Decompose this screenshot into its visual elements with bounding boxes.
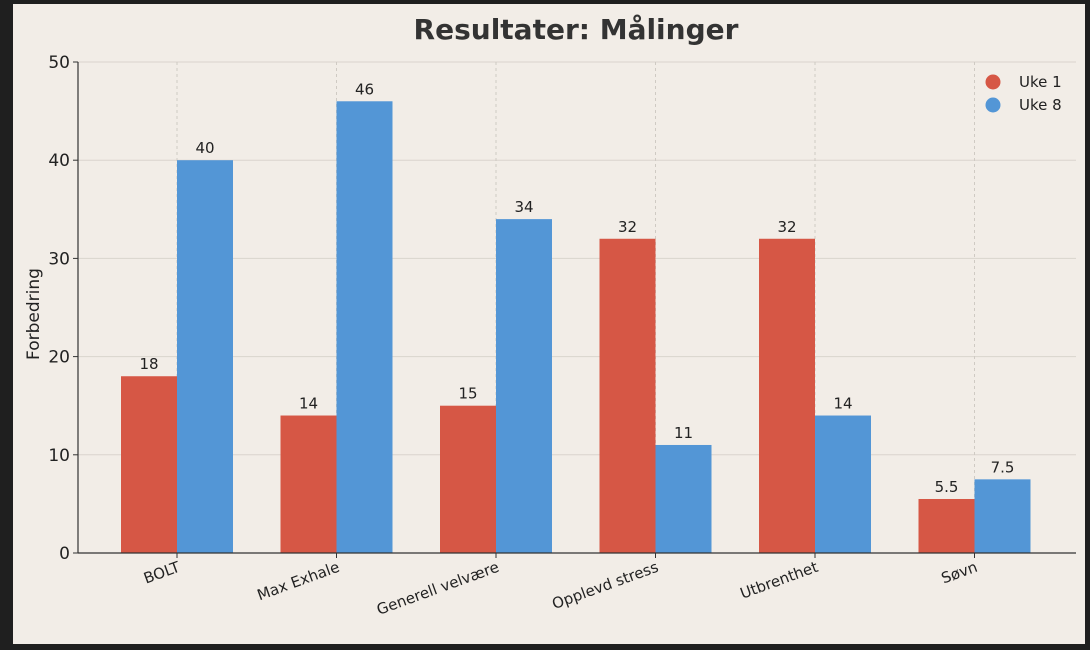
legend-marker	[985, 97, 1001, 113]
bars	[121, 101, 1031, 553]
axes	[73, 61, 1076, 558]
x-tick-label: Søvn	[939, 558, 980, 588]
legend-marker	[985, 74, 1001, 90]
y-tick-label: 0	[59, 544, 70, 564]
bar-uke1	[759, 238, 815, 553]
y-tick-label: 50	[48, 53, 70, 73]
bar-uke1	[599, 238, 656, 553]
value-label: 18	[139, 355, 158, 373]
value-label: 34	[514, 198, 533, 216]
bar-uke1	[918, 498, 975, 553]
bar-chart: Resultater: Målinger Forbedring 18 14 15 32…	[24, 13, 1076, 619]
y-axis-label: Forbedring	[24, 268, 44, 360]
bar-uke8	[974, 479, 1031, 553]
bar-uke8	[177, 160, 233, 553]
legend-label: Uke 8	[1019, 96, 1062, 114]
bar-uke8	[655, 444, 712, 553]
value-label: 14	[833, 395, 852, 413]
bar-uke8	[815, 415, 871, 553]
bar-uke8	[336, 101, 393, 553]
x-tick-label: BOLT	[141, 558, 183, 588]
value-label: 32	[618, 218, 637, 236]
bar-uke1	[280, 415, 337, 553]
bar-uke8	[496, 219, 552, 553]
x-tick-label: Utbrenthet	[738, 558, 821, 603]
x-tick-label: Opplevd stress	[550, 558, 661, 613]
value-label: 46	[355, 80, 374, 98]
y-tick-label: 30	[48, 249, 70, 269]
legend: Uke 1 Uke 8	[985, 73, 1062, 114]
value-label: 14	[299, 395, 318, 413]
chart-frame: Resultater: Målinger Forbedring 18 14 15 32…	[13, 4, 1085, 644]
value-labels: 18 14 15 32 32 5.5 40 46 34 11 14 7.5	[139, 80, 1014, 496]
y-tick-label: 40	[48, 151, 70, 171]
x-tick-label: Generell velvære	[374, 558, 501, 619]
value-label: 7.5	[991, 458, 1015, 476]
bar-uke1	[121, 376, 177, 553]
value-label: 32	[777, 218, 796, 236]
chart-title: Resultater: Målinger	[414, 13, 739, 46]
x-tick-label: Max Exhale	[255, 558, 342, 604]
value-label: 15	[458, 385, 477, 403]
value-label: 11	[674, 424, 693, 442]
value-label: 40	[195, 139, 214, 157]
y-tick-label: 10	[48, 446, 70, 466]
y-tick-labels: 0 10 20 30 40 50	[48, 53, 70, 564]
x-tick-labels: BOLT Max Exhale Generell velvære Opplevd st…	[141, 558, 980, 619]
bar-uke1	[440, 405, 496, 553]
y-tick-label: 20	[48, 348, 70, 368]
legend-label: Uke 1	[1019, 73, 1062, 91]
value-label: 5.5	[935, 478, 959, 496]
